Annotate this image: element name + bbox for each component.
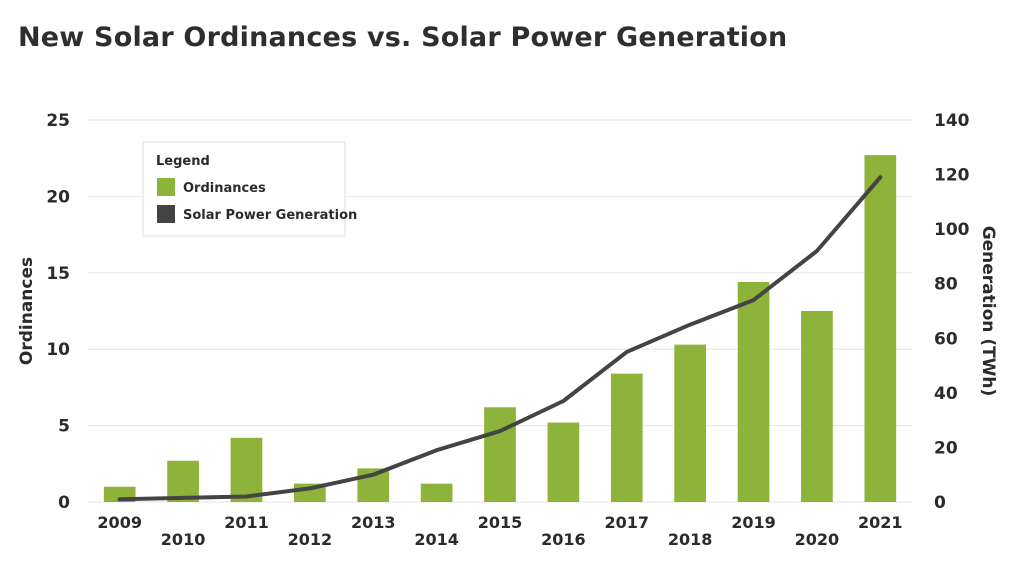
bar-2010 <box>167 460 199 502</box>
x-tick-label: 2020 <box>795 530 840 549</box>
bar-2015 <box>484 407 516 502</box>
bar-2017 <box>610 373 643 502</box>
left-tick-label: 10 <box>46 340 70 360</box>
right-tick-label: 60 <box>934 329 958 349</box>
x-tick-label: 2019 <box>731 513 776 532</box>
right-axis-ticks: 0 20 40 60 80 100 120 140 <box>934 111 970 513</box>
right-tick-label: 80 <box>934 275 958 295</box>
bar-2021 <box>864 155 897 503</box>
right-tick-label: 0 <box>934 493 946 513</box>
left-axis-title: Ordinances <box>17 257 37 365</box>
right-tick-label: 40 <box>934 384 958 404</box>
legend-swatch-ordinances <box>157 178 175 196</box>
x-tick-label: 2014 <box>414 530 459 549</box>
right-tick-label: 120 <box>934 166 970 186</box>
bar-2020 <box>801 311 833 502</box>
right-axis-title: Generation (TWh) <box>978 226 998 397</box>
x-tick-label: 2016 <box>541 530 586 549</box>
x-tick-label: 2010 <box>161 530 206 549</box>
legend-box <box>142 141 346 237</box>
right-tick-label: 140 <box>934 111 970 131</box>
legend-label-generation: Solar Power Generation <box>183 208 357 223</box>
bar-2019 <box>737 281 770 502</box>
x-tick-label: 2013 <box>351 513 396 532</box>
legend-title: Legend <box>156 154 210 169</box>
left-tick-label: 15 <box>46 264 70 284</box>
legend-label-ordinances: Ordinances <box>183 181 266 196</box>
bar-2018 <box>674 344 706 502</box>
right-tick-label: 100 <box>934 220 970 240</box>
bar-2016 <box>547 422 580 502</box>
ordinance-bars <box>103 155 897 503</box>
x-axis-ticks: 2009 2010 2011 2012 2013 2014 2015 2016 2017 2018… <box>97 513 902 549</box>
left-tick-label: 20 <box>46 187 70 207</box>
x-tick-label: 2012 <box>288 530 333 549</box>
left-tick-label: 25 <box>46 111 70 131</box>
left-axis-ticks: 0 5 10 15 20 25 <box>46 111 70 513</box>
x-tick-label: 2011 <box>224 513 269 532</box>
legend: Legend Ordinances Solar Power Generation <box>142 141 357 237</box>
x-tick-label: 2017 <box>605 513 650 532</box>
x-tick-label: 2018 <box>668 530 713 549</box>
left-tick-label: 0 <box>58 493 70 513</box>
generation-line-layer <box>117 175 883 502</box>
x-tick-label: 2009 <box>97 513 142 532</box>
chart-title: New Solar Ordinances vs. Solar Power Gen… <box>18 22 788 53</box>
right-tick-label: 20 <box>934 438 958 458</box>
left-tick-label: 5 <box>58 417 70 437</box>
bar-2014 <box>420 483 453 502</box>
x-tick-label: 2021 <box>858 513 903 532</box>
x-tick-label: 2015 <box>478 513 523 532</box>
bar-2011 <box>230 437 263 502</box>
legend-swatch-generation <box>157 205 175 223</box>
